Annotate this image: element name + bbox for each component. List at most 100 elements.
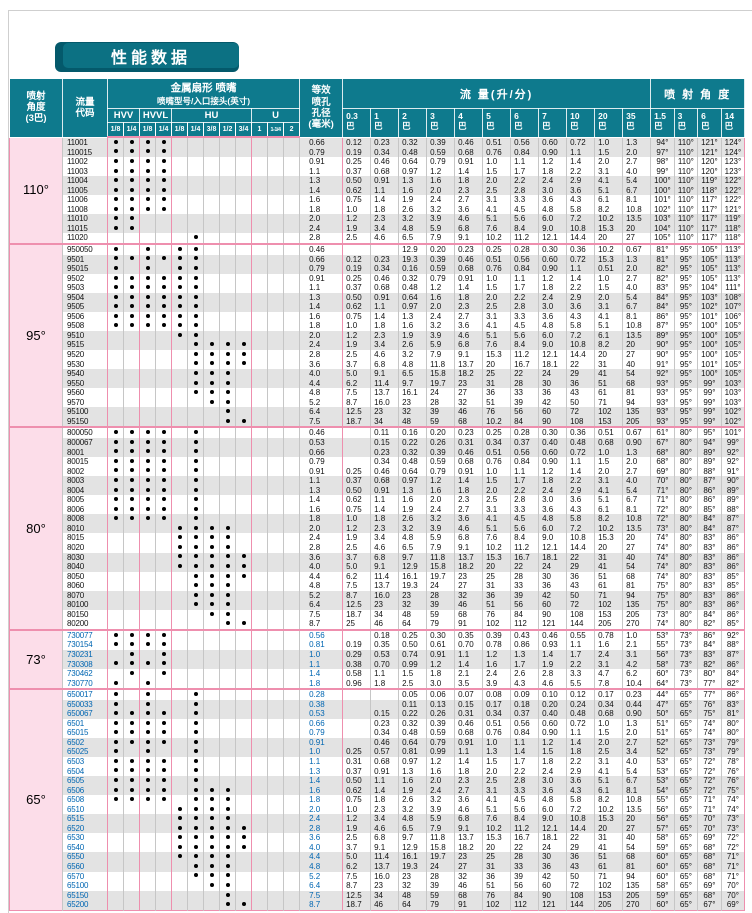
nozzle-availability-cell	[267, 378, 284, 389]
flow-value-cell: 1.1	[510, 273, 539, 284]
flow-value-cell: 0.34	[370, 728, 399, 738]
flow-value-cell: 205	[622, 416, 651, 428]
flow-value-cell: 32	[398, 881, 427, 891]
flow-value-cell: 0.72	[566, 137, 595, 148]
table-row: 9501 0.66 0.12 0.23 19.3 0.39 0.46 0.51 0.56 0.60…	[10, 254, 745, 265]
nozzle-availability-cell	[267, 476, 284, 486]
nozzle-availability-cell	[171, 311, 188, 322]
flow-code-cell: 800050	[62, 426, 108, 438]
flow-value-cell: 4.5	[510, 514, 539, 524]
availability-dot-icon	[129, 730, 134, 735]
flow-value-cell: 0.60	[538, 447, 567, 458]
flow-value-cell: 0.68	[454, 728, 483, 738]
nozzle-availability-cell	[171, 350, 188, 360]
nozzle-availability-cell	[235, 504, 252, 515]
nozzle-availability-cell	[282, 552, 300, 563]
col-header-nozzle-group: 金属扇形 喷嘴 喷嘴型号/入口接头(英寸)	[106, 78, 301, 109]
spray-angle-cell: 106°	[720, 311, 745, 322]
nozzle-availability-cell	[235, 533, 252, 543]
nozzle-availability-cell	[235, 728, 252, 738]
nozzle-availability-cell	[155, 804, 172, 815]
nozzle-availability-cell	[267, 600, 284, 610]
flow-value-cell: 6.0	[538, 214, 567, 224]
flow-code-cell: 65200	[62, 900, 108, 911]
flow-value-cell: 0.17	[594, 688, 623, 700]
flow-value-cell: 0.22	[398, 709, 427, 719]
nozzle-availability-cell	[235, 416, 252, 428]
flow-value-cell: 1.1	[566, 147, 595, 158]
spray-angle-cell: 85°	[697, 504, 722, 515]
flow-code-cell: 11002	[62, 157, 108, 167]
availability-dot-icon	[209, 835, 214, 840]
nozzle-availability-cell	[139, 243, 156, 255]
flow-value-cell: 8.1	[622, 195, 651, 205]
nozzle-availability-cell	[251, 814, 268, 824]
flow-value-cell: 0.16	[398, 426, 427, 438]
nozzle-availability-cell	[267, 649, 284, 660]
availability-dot-icon	[129, 670, 134, 675]
availability-dot-icon	[129, 787, 134, 792]
flow-value-cell: 29	[566, 369, 595, 379]
flow-value-cell: 0.51	[482, 137, 511, 148]
flow-value-cell: 0.28	[510, 426, 539, 438]
flow-value-cell: 7.9	[426, 542, 455, 553]
nozzle-availability-cell	[123, 223, 140, 234]
flow-code-cell: 11015	[62, 223, 108, 234]
table-row: 9508 1.8 1.0 1.8 1.6 3.2 3.6 4.1 4.5 4.8 5.8 5.1 10.…	[10, 321, 745, 331]
availability-dot-icon	[113, 692, 118, 697]
flow-value-cell: 1.4	[510, 747, 539, 757]
flow-value-cell: 2.2	[566, 166, 595, 177]
nozzle-availability-cell	[219, 678, 236, 690]
nozzle-availability-cell	[155, 757, 172, 767]
availability-dot-icon	[113, 739, 118, 744]
flow-value-cell: 5.1	[482, 330, 511, 341]
spray-angle-cell: 91°	[650, 359, 675, 370]
nozzle-availability-cell	[187, 804, 204, 815]
nozzle-availability-cell	[155, 571, 172, 582]
flow-value-cell: 0.32	[398, 273, 427, 284]
flow-value-cell: 1.8	[538, 757, 567, 767]
nozzle-availability-cell	[219, 669, 236, 679]
spray-angle-cell: 121°	[697, 137, 722, 148]
flow-value-cell: 0.75	[342, 311, 371, 322]
nozzle-availability-cell	[187, 447, 204, 458]
table-row: 8001 0.66 0.23 0.32 0.39 0.46 0.51 0.56 0.60 0.72…	[10, 447, 745, 458]
nozzle-availability-cell	[139, 842, 156, 853]
orifice-diameter-cell: 0.66	[299, 254, 343, 265]
flow-value-cell: 1.3	[482, 747, 511, 757]
availability-dot-icon	[145, 720, 150, 725]
orifice-diameter-cell: 2.8	[299, 823, 343, 834]
availability-dot-icon	[113, 187, 118, 192]
spray-angle-cell: 83°	[697, 571, 722, 582]
flow-value-cell: 2.4	[482, 669, 511, 679]
nozzle-availability-cell	[219, 340, 236, 351]
flow-value-cell: 1.8	[370, 204, 399, 215]
spray-angle-cell: 86°	[720, 609, 745, 620]
flow-value-cell: 1.8	[454, 485, 483, 496]
nozzle-availability-cell	[123, 157, 140, 167]
spray-angle-cell: 71°	[720, 852, 745, 863]
flow-code-cell: 8005	[62, 495, 108, 505]
flow-value-cell: 205	[594, 900, 623, 911]
availability-dot-icon	[113, 777, 118, 782]
flow-value-cell: 0.22	[398, 437, 427, 448]
flow-value-cell: 0.50	[398, 640, 427, 650]
flow-code-cell: 6560	[62, 862, 108, 872]
orifice-diameter-cell: 1.8	[299, 514, 343, 524]
flow-value-cell: 3.9	[426, 330, 455, 341]
flow-value-cell: 4.3	[566, 311, 595, 322]
nozzle-availability-cell	[123, 890, 140, 901]
availability-dot-icon	[209, 380, 214, 385]
availability-dot-icon	[145, 313, 150, 318]
flow-value-cell: 24	[426, 862, 455, 872]
nozzle-availability-cell	[155, 476, 172, 486]
flow-value-cell: 27	[622, 233, 651, 245]
nozzle-availability-cell	[267, 311, 284, 322]
flow-value-cell: 3.6	[566, 185, 595, 196]
table-row: 6560 4.8 6.2 13.7 19.3 24 27 31 33 36 43 61 81 60° 65°…	[10, 862, 745, 872]
flow-value-cell: 0.59	[426, 728, 455, 738]
nozzle-availability-cell	[107, 514, 124, 524]
spray-angle-cell: 69°	[720, 900, 745, 911]
nozzle-availability-cell	[219, 426, 236, 438]
spray-angle-cell: 100°	[697, 330, 722, 341]
